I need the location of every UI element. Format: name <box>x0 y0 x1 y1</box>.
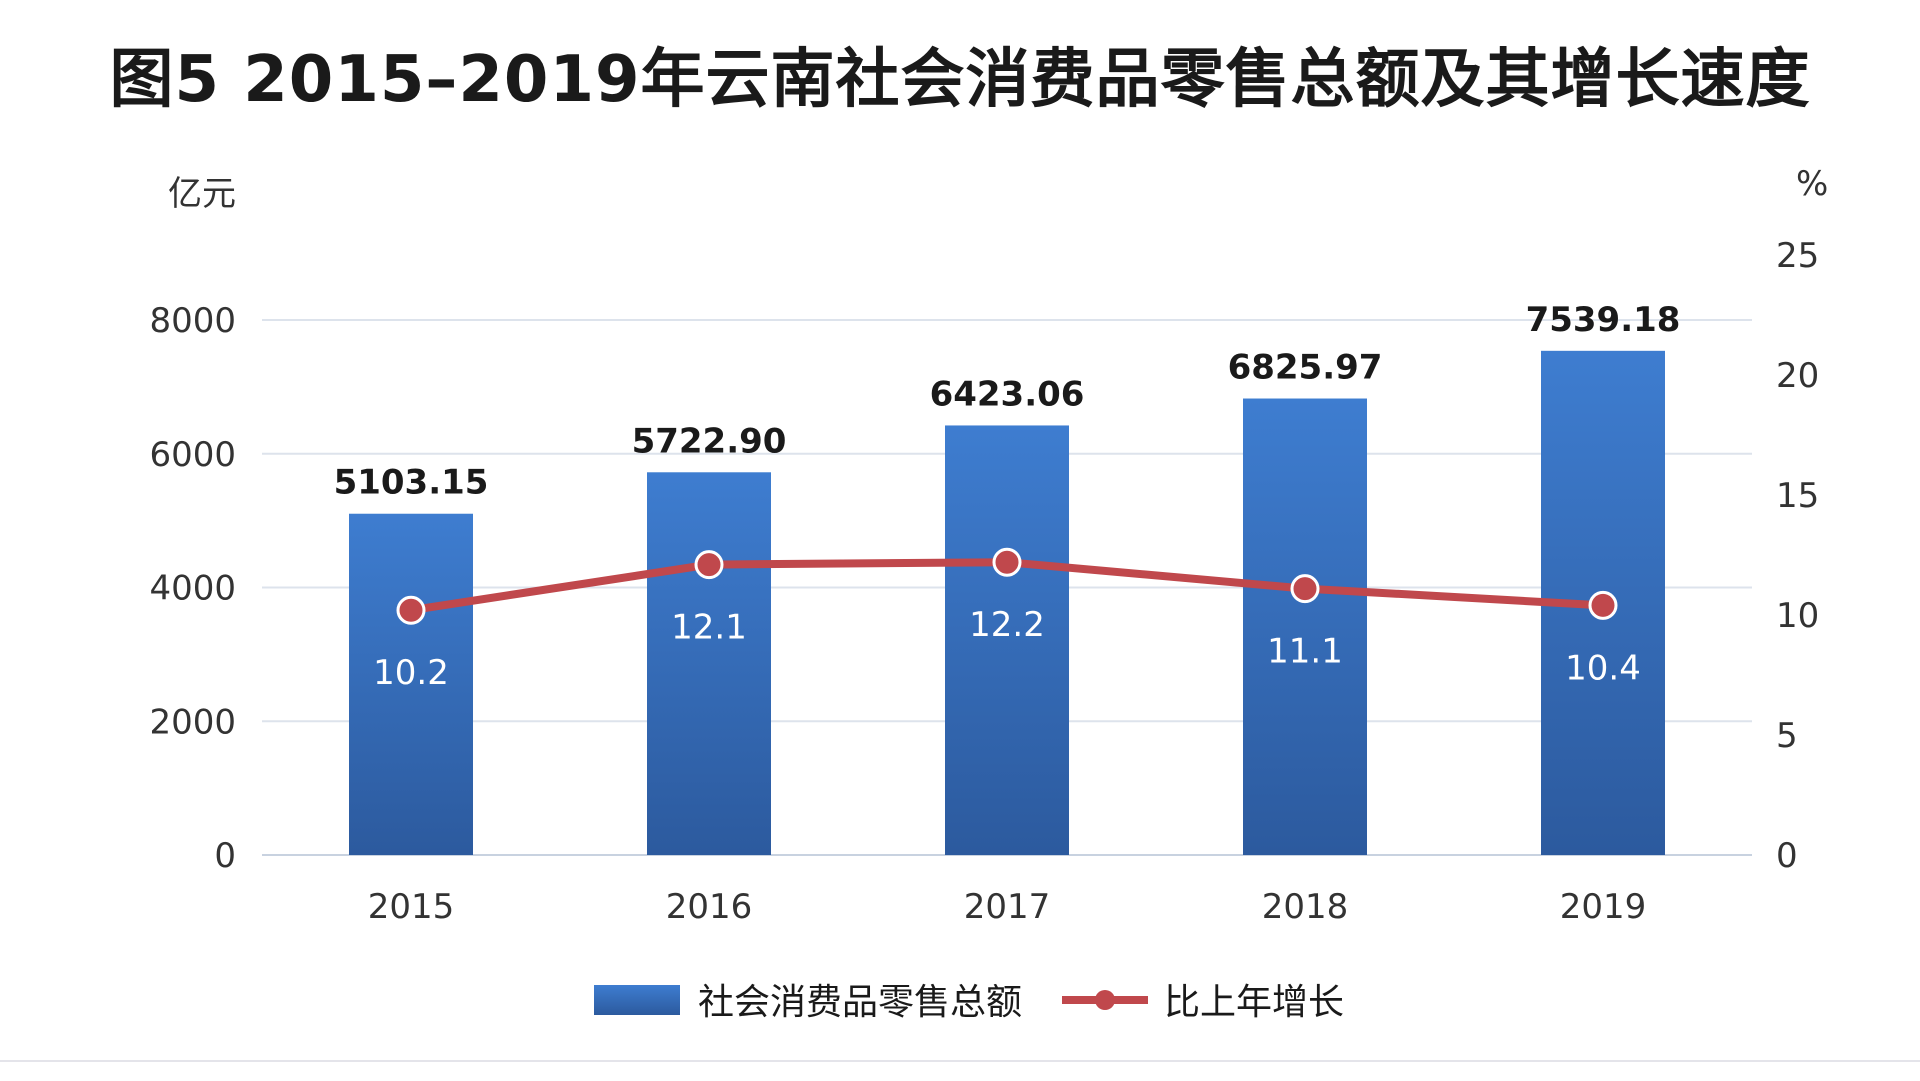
x-tick-label: 2018 <box>1262 887 1349 927</box>
left-tick-label: 4000 <box>149 569 236 609</box>
growth-value-label: 10.4 <box>1565 648 1641 688</box>
bar <box>1243 398 1367 855</box>
bar <box>349 513 473 855</box>
right-axis-unit: % <box>1796 164 1828 204</box>
growth-value-label: 10.2 <box>373 653 449 693</box>
legend-bar-swatch <box>594 985 680 1015</box>
bar <box>945 425 1069 855</box>
growth-point <box>1588 590 1618 620</box>
bar <box>647 472 771 855</box>
bar-value-label: 5722.90 <box>632 421 787 461</box>
legend-line-label: 比上年增长 <box>1164 982 1344 1023</box>
growth-point <box>694 550 724 580</box>
x-tick-label: 2015 <box>368 887 455 927</box>
left-axis-ticks: 0 2000 4000 6000 8000 <box>149 301 236 876</box>
right-tick-label: 0 <box>1776 836 1798 876</box>
growth-value-label: 11.1 <box>1267 632 1343 672</box>
growth-value-label: 12.2 <box>969 605 1045 645</box>
x-tick-label: 2016 <box>666 887 753 927</box>
growth-point <box>992 547 1022 577</box>
left-tick-label: 8000 <box>149 301 236 341</box>
left-axis-unit: 亿元 <box>168 174 236 214</box>
right-tick-label: 25 <box>1776 236 1819 276</box>
growth-point <box>1290 574 1320 604</box>
bar-value-label: 6825.97 <box>1228 348 1383 388</box>
right-tick-label: 20 <box>1776 356 1819 396</box>
x-tick-label: 2019 <box>1560 887 1647 927</box>
growth-line: 10.2 12.1 12.2 11.1 10.4 <box>373 547 1641 693</box>
growth-point <box>396 595 426 625</box>
growth-value-label: 12.1 <box>671 608 747 648</box>
bars: 5103.15 5722.90 6423.06 6825.97 7539.18 <box>334 300 1681 855</box>
right-axis-ticks: 0 5 10 15 20 25 <box>1776 236 1819 876</box>
x-axis-labels: 2015 2016 2017 2018 2019 <box>368 887 1647 927</box>
x-tick-label: 2017 <box>964 887 1051 927</box>
bottom-divider <box>0 1060 1920 1062</box>
legend: 社会消费品零售总额 比上年增长 <box>594 982 1344 1023</box>
bar-value-label: 7539.18 <box>1526 300 1681 340</box>
right-tick-label: 10 <box>1776 596 1819 636</box>
right-tick-label: 15 <box>1776 476 1819 516</box>
left-tick-label: 6000 <box>149 435 236 475</box>
bar-value-label: 5103.15 <box>334 463 489 503</box>
legend-bar-label: 社会消费品零售总额 <box>698 982 1022 1023</box>
left-tick-label: 0 <box>214 836 236 876</box>
right-tick-label: 5 <box>1776 716 1798 756</box>
bar-value-label: 6423.06 <box>930 374 1085 414</box>
chart-title: 图5 2015–2019年云南社会消费品零售总额及其增长速度 <box>109 43 1811 117</box>
legend-line-marker <box>1095 990 1115 1010</box>
left-tick-label: 2000 <box>149 702 236 742</box>
